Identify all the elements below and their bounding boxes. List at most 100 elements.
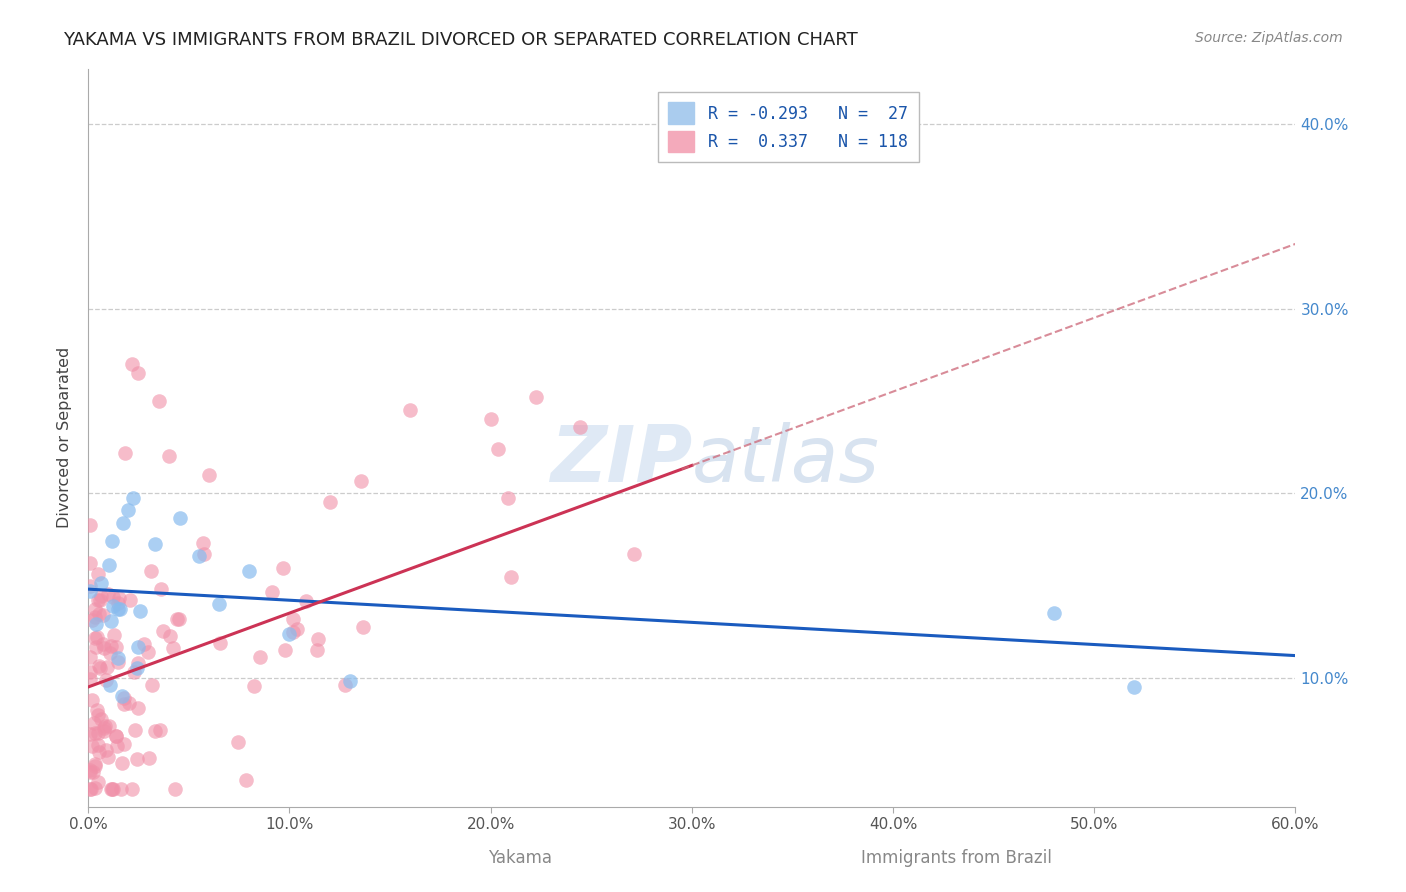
Point — [193, 547, 215, 561]
Point — [84, 726, 107, 740]
Point — [98, 678, 121, 692]
Point — [84, 757, 107, 772]
Point — [117, 696, 139, 710]
Point — [93, 721, 115, 735]
Point — [91, 607, 114, 622]
Point — [127, 640, 149, 655]
Point — [94, 673, 117, 687]
Point — [524, 391, 547, 405]
Legend: R = -0.293   N =  27, R =  0.337   N = 118: R = -0.293 N = 27, R = 0.337 N = 118 — [658, 92, 918, 162]
Point — [143, 537, 166, 551]
Point — [86, 631, 108, 645]
Point — [89, 607, 111, 621]
Point — [125, 751, 148, 765]
Point — [80, 613, 103, 627]
Point — [114, 445, 136, 459]
Point — [91, 636, 114, 650]
Point — [132, 637, 155, 651]
Point — [125, 661, 148, 675]
Point — [124, 665, 146, 679]
Point — [496, 491, 519, 506]
Point — [198, 467, 221, 482]
Point — [97, 558, 120, 573]
Point — [89, 661, 111, 675]
Point — [281, 624, 304, 639]
Point — [82, 765, 104, 780]
Point — [121, 781, 143, 796]
Point — [83, 715, 105, 730]
Point — [105, 640, 128, 655]
Point — [127, 701, 149, 715]
Point — [163, 781, 186, 796]
Point — [79, 517, 101, 532]
Point — [90, 712, 112, 726]
Point — [93, 641, 115, 656]
Point — [79, 579, 101, 593]
Point — [87, 725, 110, 739]
Point — [143, 724, 166, 739]
Point — [129, 604, 152, 618]
Point — [152, 624, 174, 638]
Point — [107, 650, 129, 665]
Point — [274, 643, 297, 657]
Text: Source: ZipAtlas.com: Source: ZipAtlas.com — [1195, 31, 1343, 45]
Point — [138, 645, 160, 659]
Point — [96, 743, 118, 757]
Point — [84, 602, 107, 616]
Point — [105, 739, 128, 754]
Point — [208, 597, 231, 611]
Point — [87, 567, 110, 582]
Point — [107, 602, 129, 616]
Point — [103, 590, 125, 604]
Point — [79, 557, 101, 571]
Point — [350, 474, 373, 488]
Point — [114, 737, 136, 751]
Point — [278, 627, 301, 641]
Point — [100, 781, 122, 796]
Text: atlas: atlas — [692, 422, 880, 498]
Point — [1123, 680, 1146, 694]
Point — [235, 772, 257, 787]
Point — [120, 593, 142, 607]
Point — [108, 601, 131, 615]
Point — [111, 756, 134, 770]
Point — [169, 510, 191, 524]
Point — [87, 775, 110, 789]
Point — [193, 536, 215, 550]
Point — [138, 750, 160, 764]
Text: YAKAMA VS IMMIGRANTS FROM BRAZIL DIVORCED OR SEPARATED CORRELATION CHART: YAKAMA VS IMMIGRANTS FROM BRAZIL DIVORCE… — [63, 31, 858, 49]
Point — [243, 680, 266, 694]
Point — [98, 646, 121, 660]
Point — [249, 649, 271, 664]
Point — [79, 727, 101, 741]
Point — [104, 729, 127, 743]
Point — [262, 585, 284, 599]
Point — [90, 575, 112, 590]
Point — [107, 596, 129, 610]
Point — [97, 587, 120, 601]
Point — [149, 723, 172, 738]
Point — [84, 780, 107, 795]
Point — [89, 658, 111, 673]
Point — [159, 629, 181, 643]
Point — [84, 640, 107, 654]
Point — [111, 516, 134, 531]
Point — [110, 690, 132, 704]
Point — [121, 357, 143, 371]
Point — [87, 739, 110, 753]
Point — [83, 610, 105, 624]
Point — [89, 593, 111, 607]
Point — [339, 674, 361, 689]
Point — [122, 491, 145, 505]
Point — [87, 708, 110, 723]
Point — [501, 570, 523, 584]
Point — [79, 781, 101, 796]
Point — [107, 655, 129, 669]
Point — [1043, 606, 1066, 620]
Point — [80, 692, 103, 706]
Point — [79, 781, 101, 796]
Point — [93, 724, 115, 739]
Point — [352, 620, 374, 634]
Text: Immigrants from Brazil: Immigrants from Brazil — [860, 849, 1052, 867]
Point — [295, 594, 318, 608]
